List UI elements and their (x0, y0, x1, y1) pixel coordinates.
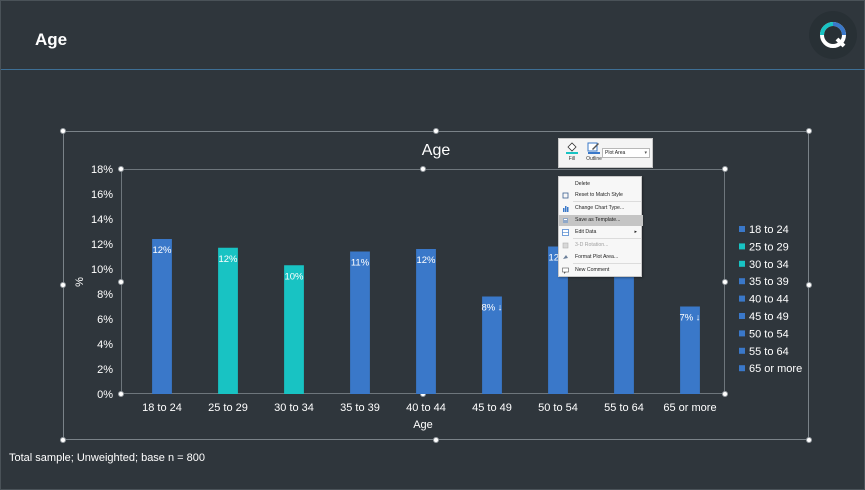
slide-title: Age (35, 30, 68, 49)
plot-resize-handle[interactable] (118, 279, 124, 285)
chart-resize-handle[interactable] (60, 437, 66, 443)
context-menu-separator (573, 238, 641, 239)
plot-resize-handle[interactable] (722, 279, 728, 285)
context-menu-item[interactable]: New Comment (559, 265, 643, 276)
submenu-arrow-icon: ▸ (634, 229, 637, 235)
chart-element-select[interactable]: Plot Area ▾ (602, 148, 650, 158)
context-menu-item[interactable]: Format Plot Area... (559, 252, 643, 263)
context-menu-separator (573, 201, 641, 202)
context-menu-item-label: Format Plot Area... (575, 254, 619, 260)
chart-resize-handle[interactable] (806, 282, 812, 288)
plot-resize-handle[interactable] (118, 166, 124, 172)
context-menu-item[interactable]: Delete (559, 179, 643, 190)
save-template-icon (563, 218, 568, 223)
paint-bucket-icon (566, 142, 578, 154)
chart-element-select-value: Plot Area (605, 150, 626, 156)
context-menu-item-label: Change Chart Type... (575, 205, 625, 211)
header-divider (1, 69, 865, 70)
chart-type-icon (563, 206, 569, 212)
base-footnote: Total sample; Unweighted; base n = 800 (9, 452, 205, 464)
chart-resize-handle[interactable] (60, 128, 66, 134)
pencil-outline-icon (587, 142, 600, 154)
chart-resize-handle[interactable] (433, 437, 439, 443)
context-menu-item[interactable]: 3-D Rotation... (559, 240, 643, 251)
fill-label: Fill (568, 156, 576, 162)
plot-resize-handle[interactable] (722, 166, 728, 172)
chart-resize-handle[interactable] (806, 128, 812, 134)
chart-resize-handle[interactable] (433, 128, 439, 134)
context-menu-item[interactable]: Reset to Match Style (559, 190, 643, 201)
product-logo-icon (809, 11, 857, 59)
chevron-down-icon: ▾ (644, 150, 647, 156)
chart-resize-handle[interactable] (60, 282, 66, 288)
context-menu: Delete Reset to Match Style Change Chart T… (558, 176, 643, 277)
rotation-icon (562, 242, 569, 249)
chart-resize-handle[interactable] (806, 437, 812, 443)
plot-resize-handle[interactable] (420, 166, 426, 172)
context-menu-item-label: Save as Template... (575, 217, 621, 223)
reset-style-icon (562, 192, 569, 199)
context-menu-item-label: Edit Data (575, 229, 597, 235)
plot-resize-handle[interactable] (722, 391, 728, 397)
comment-icon (562, 267, 569, 274)
context-menu-item-label: 3-D Rotation... (575, 242, 609, 248)
outline-button[interactable]: Outline (583, 141, 605, 167)
plot-resize-handle[interactable] (420, 391, 426, 397)
context-menu-item[interactable]: Edit Data ▸ (559, 227, 643, 238)
outline-label: Outline (586, 156, 602, 162)
format-area-icon (563, 255, 568, 259)
edit-data-icon (562, 229, 569, 236)
context-menu-separator (573, 263, 641, 264)
context-menu-item[interactable]: Save as Template... (559, 215, 643, 226)
context-menu-item[interactable]: Change Chart Type... (559, 203, 643, 214)
context-menu-item-label: Reset to Match Style (575, 192, 623, 198)
plot-resize-handle[interactable] (118, 391, 124, 397)
context-menu-item-label: Delete (575, 181, 590, 187)
context-menu-item-label: New Comment (575, 267, 610, 273)
fill-button[interactable]: Fill (561, 141, 583, 167)
